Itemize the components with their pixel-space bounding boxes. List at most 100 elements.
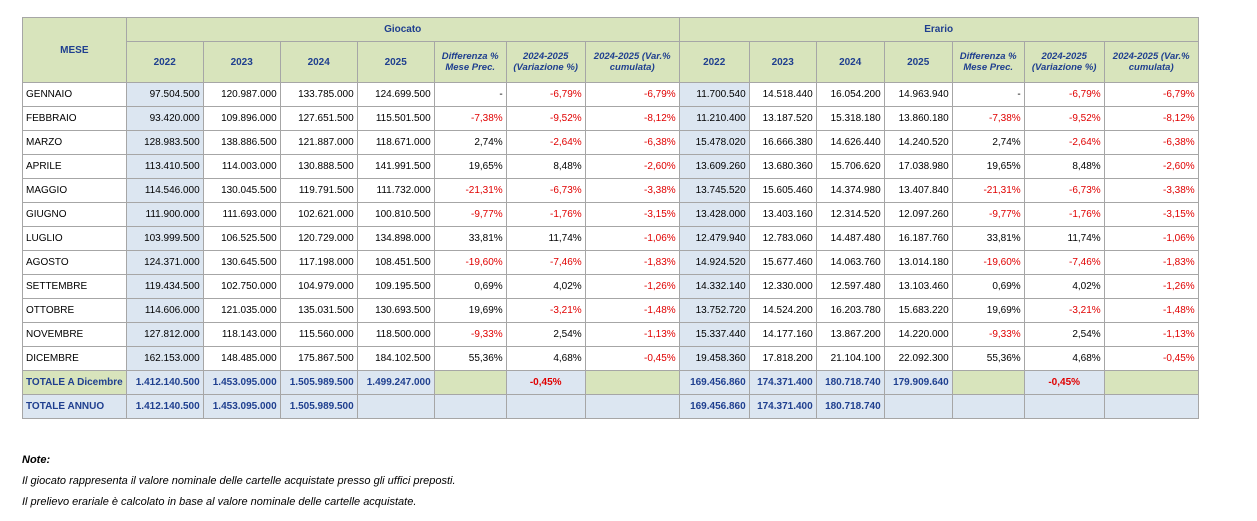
value-cell: 11.210.400 <box>678 106 750 131</box>
value-cell: 115.501.500 <box>356 106 435 131</box>
total-cell <box>356 394 435 419</box>
value-cell: 130.888.500 <box>279 154 358 179</box>
value-cell: 13.014.180 <box>883 250 953 275</box>
value-cell: 109.896.000 <box>202 106 281 131</box>
value-cell: 15.337.440 <box>678 322 750 347</box>
value-cell: 120.987.000 <box>202 82 281 107</box>
data-row: DICEMBRE 162.153.000 148.485.000 175.867.50… <box>22 346 1199 371</box>
value-cell: 130.645.500 <box>202 250 281 275</box>
value-cell: 2,74% <box>433 130 507 155</box>
value-cell: 130.693.500 <box>356 298 435 323</box>
value-cell: 14.518.440 <box>748 82 817 107</box>
value-cell: 16.054.200 <box>815 82 885 107</box>
value-cell: -19,60% <box>951 250 1025 275</box>
value-cell: -21,31% <box>951 178 1025 203</box>
value-cell: -8,12% <box>1103 106 1199 131</box>
value-cell: 15.706.620 <box>815 154 885 179</box>
value-cell: 8,48% <box>505 154 586 179</box>
data-row: GIUGNO 111.900.000 111.693.000 102.621.000 1… <box>22 202 1199 227</box>
data-row: MAGGIO 114.546.000 130.045.500 119.791.500 1… <box>22 178 1199 203</box>
total-cell: -0,45% <box>1023 370 1105 395</box>
column-header: 2024 <box>815 41 885 83</box>
value-cell: 111.732.000 <box>356 178 435 203</box>
value-cell: 12.097.260 <box>883 202 953 227</box>
value-cell: 134.898.000 <box>356 226 435 251</box>
value-cell: 111.693.000 <box>202 202 281 227</box>
total-label: TOTALE ANNUO <box>22 394 127 419</box>
value-cell: 15.677.460 <box>748 250 817 275</box>
data-row: APRILE 113.410.500 114.003.000 130.888.500 1… <box>22 154 1199 179</box>
month-cell: MAGGIO <box>22 178 127 203</box>
value-cell: 124.371.000 <box>125 250 204 275</box>
column-header: 2024 <box>279 41 358 83</box>
data-row: AGOSTO 124.371.000 130.645.500 117.198.000 1… <box>22 250 1199 275</box>
value-cell: 15.605.460 <box>748 178 817 203</box>
value-cell: -3,21% <box>1023 298 1105 323</box>
value-cell: 2,74% <box>951 130 1025 155</box>
value-cell: 184.102.500 <box>356 346 435 371</box>
total-cell: -0,45% <box>505 370 586 395</box>
value-cell: 13.860.180 <box>883 106 953 131</box>
value-cell: 14.220.000 <box>883 322 953 347</box>
value-cell: -9,52% <box>1023 106 1105 131</box>
header-cell: MESE <box>22 17 127 83</box>
value-cell: 14.177.160 <box>748 322 817 347</box>
value-cell: -6,79% <box>1023 82 1105 107</box>
column-header: Differenza % Mese Prec. <box>951 41 1025 83</box>
data-table: MESE Giocato Erario 2022 2023 2024 2025 Differe… <box>22 17 1199 419</box>
column-header: 2023 <box>202 41 281 83</box>
value-cell: 19,65% <box>951 154 1025 179</box>
total-cell <box>1103 394 1199 419</box>
value-cell: 118.500.000 <box>356 322 435 347</box>
column-header: 2023 <box>748 41 817 83</box>
value-cell: -0,45% <box>1103 346 1199 371</box>
data-row: OTTOBRE 114.606.000 121.035.000 135.031.500… <box>22 298 1199 323</box>
value-cell: -6,79% <box>505 82 586 107</box>
data-row: LUGLIO 103.999.500 106.525.500 120.729.000 1… <box>22 226 1199 251</box>
value-cell: 14.332.140 <box>678 274 750 299</box>
total-cell <box>584 370 680 395</box>
total-row: TOTALE ANNUO 1.412.140.500 1.453.095.000 1.… <box>22 394 1199 419</box>
value-cell: 162.153.000 <box>125 346 204 371</box>
value-cell: 4,02% <box>505 274 586 299</box>
value-cell: 16.666.380 <box>748 130 817 155</box>
value-cell: 14.626.440 <box>815 130 885 155</box>
total-cell <box>1023 394 1105 419</box>
value-cell: 109.195.500 <box>356 274 435 299</box>
column-header: 2024-2025 (Var.% cumulata) <box>1103 41 1199 83</box>
value-cell: 16.187.760 <box>883 226 953 251</box>
value-cell: 121.035.000 <box>202 298 281 323</box>
value-cell: -9,77% <box>433 202 507 227</box>
value-cell: 14.524.200 <box>748 298 817 323</box>
value-cell: 13.403.160 <box>748 202 817 227</box>
value-cell: 133.785.000 <box>279 82 358 107</box>
value-cell: -2,64% <box>505 130 586 155</box>
value-cell: -3,38% <box>1103 178 1199 203</box>
value-cell: -3,38% <box>584 178 680 203</box>
value-cell: 8,48% <box>1023 154 1105 179</box>
value-cell: 19,65% <box>433 154 507 179</box>
value-cell: -1,13% <box>584 322 680 347</box>
month-cell: SETTEMBRE <box>22 274 127 299</box>
value-cell: 127.812.000 <box>125 322 204 347</box>
value-cell: 4,68% <box>505 346 586 371</box>
value-cell: -3,15% <box>584 202 680 227</box>
total-cell <box>584 394 680 419</box>
month-cell: DICEMBRE <box>22 346 127 371</box>
data-row: NOVEMBRE 127.812.000 118.143.000 115.560.00… <box>22 322 1199 347</box>
value-cell: 55,36% <box>433 346 507 371</box>
value-cell: -19,60% <box>433 250 507 275</box>
value-cell: 13.609.260 <box>678 154 750 179</box>
column-header: 2025 <box>356 41 435 83</box>
value-cell: 118.143.000 <box>202 322 281 347</box>
value-cell: -6,79% <box>1103 82 1199 107</box>
value-cell: 15.683.220 <box>883 298 953 323</box>
value-cell: 13.752.720 <box>678 298 750 323</box>
value-cell: 4,68% <box>1023 346 1105 371</box>
value-cell: -1,06% <box>1103 226 1199 251</box>
value-cell: 120.729.000 <box>279 226 358 251</box>
data-row: SETTEMBRE 119.434.500 102.750.000 104.979.0… <box>22 274 1199 299</box>
total-cell: 179.909.640 <box>883 370 953 395</box>
value-cell: -9,52% <box>505 106 586 131</box>
column-header: 2024-2025 (Variazione %) <box>1023 41 1105 83</box>
